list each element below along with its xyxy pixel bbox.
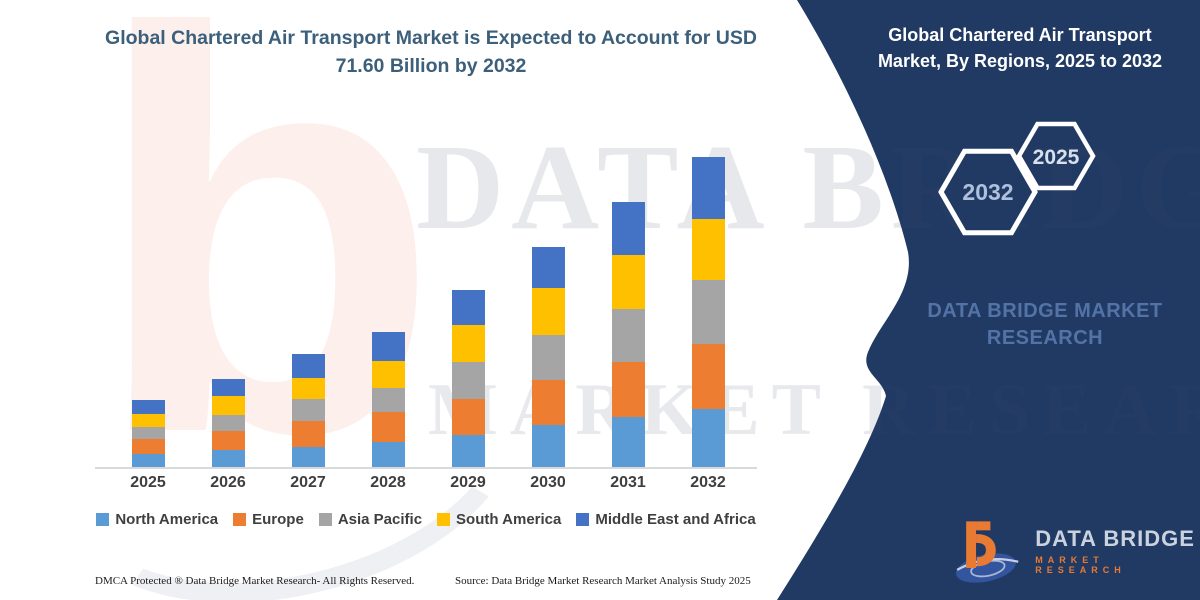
bar-segment-2031-north-america	[611, 416, 645, 467]
source-note: Source: Data Bridge Market Research Mark…	[455, 575, 751, 587]
x-tick-2027: 2027	[290, 474, 326, 491]
bar-2032	[691, 157, 725, 467]
bar-segment-2026-asia-pacific	[211, 415, 245, 432]
logo-brand-subtitle: MARKET RESEARCH	[1035, 554, 1126, 575]
bar-segment-2026-south-america	[211, 395, 245, 416]
x-tick-2032: 2032	[690, 474, 726, 491]
legend-label: South America	[456, 511, 562, 528]
x-tick-2026: 2026	[210, 474, 246, 491]
bar-2030	[531, 246, 565, 467]
hexagon-2032-label: 2032	[962, 179, 1013, 205]
dmca-notice: DMCA Protected ® Data Bridge Market Rese…	[95, 575, 415, 587]
year-hexagons: 2025 2032	[938, 121, 1096, 236]
bar-2028	[371, 332, 405, 467]
bar-segment-2028-south-america	[371, 360, 405, 388]
x-tick-2031: 2031	[610, 474, 646, 491]
bar-segment-2025-europe	[131, 438, 165, 454]
panel-title: Global Chartered Air Transport Market, B…	[852, 22, 1188, 74]
bar-segment-2029-asia-pacific	[451, 361, 485, 399]
bar-segment-2027-south-america	[291, 377, 325, 399]
legend-label: Europe	[252, 511, 304, 528]
bar-2031	[611, 201, 645, 467]
bar-2025	[131, 400, 165, 467]
bar-segment-2030-south-america	[531, 287, 565, 336]
legend-label: North America	[115, 511, 219, 528]
panel-title-line2: Market, By Regions, 2025 to 2032	[877, 51, 1163, 72]
legend-swatch-icon	[318, 513, 332, 526]
bar-segment-2030-europe	[531, 380, 565, 426]
bar-segment-2030-middle-east-and-africa	[531, 246, 565, 288]
bar-segment-2029-south-america	[451, 325, 485, 362]
legend-item-europe: Europe	[233, 511, 304, 528]
bar-2029	[451, 290, 485, 467]
bar-segment-2026-europe	[211, 431, 245, 450]
bar-segment-2029-north-america	[451, 435, 485, 467]
bar-segment-2027-middle-east-and-africa	[291, 354, 325, 378]
hexagon-2032	[938, 148, 1038, 236]
bar-segment-2031-south-america	[611, 255, 645, 309]
legend-label: Asia Pacific	[337, 511, 423, 528]
bar-segment-2032-middle-east-and-africa	[691, 157, 725, 220]
bar-segment-2027-europe	[291, 421, 325, 448]
panel-title-line1: Global Chartered Air Transport	[888, 25, 1152, 45]
bar-segment-2025-middle-east-and-africa	[131, 400, 165, 414]
legend-item-south-america: South America	[437, 511, 561, 528]
bar-segment-2032-north-america	[691, 408, 725, 467]
bar-segment-2032-europe	[691, 343, 725, 409]
legend-label: Middle East and Africa	[595, 511, 756, 528]
bar-2027	[291, 354, 325, 467]
legend-item-north-america: North America	[96, 511, 218, 528]
panel-brand-watermark: DATA BRIDGE MARKET RESEARCH	[925, 298, 1165, 352]
bar-segment-2030-north-america	[531, 425, 565, 467]
x-axis-line	[95, 467, 757, 469]
chart-title-line2: 71.60 Billion by 2032	[335, 55, 527, 78]
bar-segment-2027-north-america	[291, 447, 325, 467]
x-tick-2030: 2030	[530, 474, 566, 491]
bar-segment-2032-south-america	[691, 219, 725, 280]
data-bridge-logo: DATA BRIDGE MARKET RESEARCH	[950, 516, 1200, 586]
bar-segment-2029-europe	[451, 398, 485, 436]
legend-item-asia-pacific: Asia Pacific	[318, 511, 423, 528]
bar-segment-2031-europe	[611, 361, 645, 417]
bar-2026	[211, 378, 245, 467]
logo-text: DATA BRIDGE MARKET RESEARCH	[1035, 526, 1200, 575]
x-axis-labels: 2025 2026 2027 2028 2029 2030 2031 2032	[108, 474, 748, 492]
panel-brand-line1: DATA BRIDGE MARKET	[927, 300, 1163, 322]
bar-segment-2027-asia-pacific	[291, 398, 325, 422]
bar-segment-2028-north-america	[371, 441, 405, 467]
panel-brand-line2: RESEARCH	[986, 327, 1104, 349]
x-tick-2025: 2025	[130, 474, 166, 491]
data-bridge-logo-icon	[955, 521, 1019, 583]
chart-legend: North America Europe Asia Pacific South Ame…	[95, 511, 757, 528]
legend-swatch-icon	[437, 513, 451, 526]
bar-segment-2032-asia-pacific	[691, 279, 725, 344]
bar-segment-2031-asia-pacific	[611, 308, 645, 362]
logo-brand-name: DATA BRIDGE	[1035, 526, 1195, 552]
stacked-bar-plot	[108, 133, 748, 467]
x-tick-2029: 2029	[450, 474, 486, 491]
bar-segment-2025-asia-pacific	[131, 427, 165, 439]
legend-swatch-icon	[96, 513, 110, 526]
x-tick-2028: 2028	[370, 474, 406, 491]
hexagon-2025	[1016, 121, 1096, 191]
bar-segment-2030-asia-pacific	[531, 335, 565, 381]
bar-segment-2028-asia-pacific	[371, 387, 405, 412]
chart-title: Global Chartered Air Transport Market is…	[95, 24, 767, 81]
chart-title-line1: Global Chartered Air Transport Market is…	[105, 27, 757, 49]
bar-segment-2025-south-america	[131, 413, 165, 428]
bar-segment-2028-middle-east-and-africa	[371, 332, 405, 361]
bar-segment-2026-middle-east-and-africa	[211, 378, 245, 396]
bar-segment-2031-middle-east-and-africa	[611, 201, 645, 256]
legend-swatch-icon	[576, 513, 590, 526]
legend-swatch-icon	[233, 513, 247, 526]
bar-segment-2028-europe	[371, 411, 405, 442]
bar-segment-2026-north-america	[211, 449, 245, 467]
bar-segment-2025-north-america	[131, 454, 165, 467]
hexagon-2025-label: 2025	[1033, 146, 1080, 169]
bar-segment-2029-middle-east-and-africa	[451, 290, 485, 326]
legend-item-middle-east-and-africa: Middle East and Africa	[576, 511, 756, 528]
